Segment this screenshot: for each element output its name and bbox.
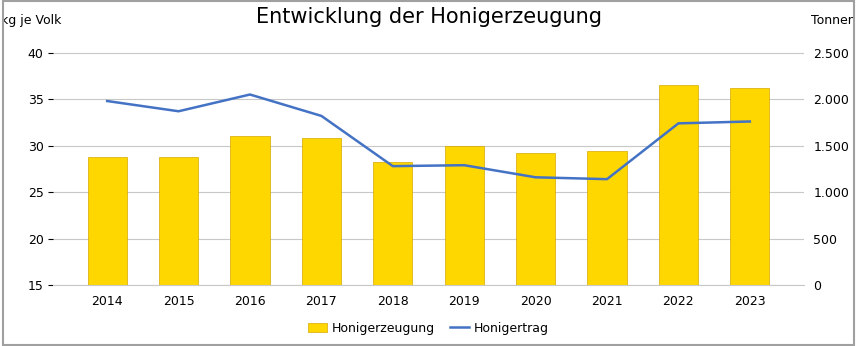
Bar	[302, 138, 341, 285]
Bar	[730, 88, 770, 285]
Bar	[587, 151, 626, 285]
Bar	[516, 153, 555, 285]
Bar	[87, 157, 127, 285]
Title: Entwicklung der Honigerzeugung: Entwicklung der Honigerzeugung	[255, 7, 602, 27]
Text: kg je Volk: kg je Volk	[1, 14, 62, 27]
Text: Tonnen: Tonnen	[812, 14, 856, 27]
Bar	[231, 136, 270, 285]
Legend: Honigerzeugung, Honigertrag: Honigerzeugung, Honigertrag	[303, 317, 554, 340]
Bar	[159, 157, 198, 285]
Bar	[373, 162, 412, 285]
Bar	[659, 85, 698, 285]
Bar	[445, 146, 484, 285]
